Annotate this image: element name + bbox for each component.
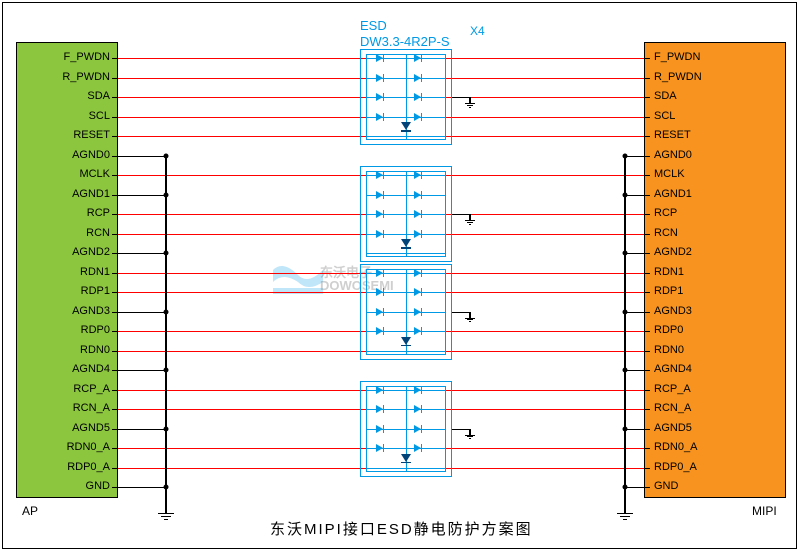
pin-tick <box>644 58 650 59</box>
pin-label-left: AGND2 <box>46 246 110 258</box>
pin-label-left: RDN0 <box>46 344 110 356</box>
pin-label-right: AGND2 <box>654 246 692 258</box>
pin-label-left: AGND4 <box>46 363 110 375</box>
ap-label: AP <box>22 504 38 518</box>
pin-label-left: RESET <box>46 129 110 141</box>
watermark-logo <box>268 250 328 320</box>
pin-label-left: SDA <box>46 90 110 102</box>
gnd-stub <box>625 253 644 254</box>
mipi-label: MIPI <box>752 504 777 518</box>
pin-label-right: AGND1 <box>654 188 692 200</box>
pin-label-right: AGND0 <box>654 149 692 161</box>
gnd-stub <box>625 156 644 157</box>
pin-tick <box>644 292 650 293</box>
pin-label-left: RCN <box>46 227 110 239</box>
pin-tick <box>644 409 650 410</box>
esd-part: DW3.3-4R2P-S <box>360 34 450 49</box>
pin-tick <box>644 370 650 371</box>
pin-label-left: MCLK <box>46 168 110 180</box>
pin-tick <box>644 214 650 215</box>
pin-label-left: RDN1 <box>46 266 110 278</box>
pin-tick <box>644 253 650 254</box>
pin-label-right: GND <box>654 480 678 492</box>
pin-label-left: RCP <box>46 207 110 219</box>
esd-count: X4 <box>470 24 485 38</box>
pin-tick <box>644 97 650 98</box>
gnd-stub <box>118 312 166 313</box>
pin-label-left: RDN0_A <box>46 441 110 453</box>
pin-tick <box>644 312 650 313</box>
gnd-stub <box>625 312 644 313</box>
pin-label-right: RESET <box>654 129 691 141</box>
pin-tick <box>644 487 650 488</box>
diagram-title: 东沃MIPI接口ESD静电防护方案图 <box>270 518 533 539</box>
pin-tick <box>644 331 650 332</box>
gnd-stub <box>118 156 166 157</box>
pin-label-left: AGND3 <box>46 305 110 317</box>
gnd-stub <box>118 195 166 196</box>
gnd-stub <box>118 370 166 371</box>
pin-label-right: AGND4 <box>654 363 692 375</box>
pin-label-right: R_PWDN <box>654 71 702 83</box>
pin-label-right: MCLK <box>654 168 685 180</box>
pin-label-left: RDP0_A <box>46 461 110 473</box>
pin-label-left: SCL <box>46 110 110 122</box>
pin-tick <box>644 195 650 196</box>
pin-tick <box>644 175 650 176</box>
gnd-bus-right <box>624 156 625 514</box>
gnd-stub <box>118 253 166 254</box>
pin-label-right: RCN_A <box>654 402 691 414</box>
pin-tick <box>644 448 650 449</box>
pin-tick <box>644 468 650 469</box>
pin-label-right: SDA <box>654 90 677 102</box>
pin-label-left: RDP0 <box>46 324 110 336</box>
pin-label-left: AGND0 <box>46 149 110 161</box>
pin-label-right: RDP0_A <box>654 461 697 473</box>
pin-label-left: RCN_A <box>46 402 110 414</box>
pin-label-right: SCL <box>654 110 675 122</box>
pin-label-right: RDN1 <box>654 266 684 278</box>
pin-tick <box>644 78 650 79</box>
pin-tick <box>644 390 650 391</box>
pin-tick <box>644 234 650 235</box>
pin-label-right: RDP1 <box>654 285 683 297</box>
pin-label-left: GND <box>46 480 110 492</box>
pin-tick <box>644 273 650 274</box>
pin-label-right: AGND3 <box>654 305 692 317</box>
gnd-stub <box>625 370 644 371</box>
pin-label-left: RDP1 <box>46 285 110 297</box>
gnd-stub <box>118 487 166 488</box>
gnd-stub <box>625 429 644 430</box>
pin-label-right: RDP0 <box>654 324 683 336</box>
pin-label-right: AGND5 <box>654 422 692 434</box>
esd-title: ESD <box>360 18 387 33</box>
pin-label-right: RDN0_A <box>654 441 697 453</box>
pin-label-left: R_PWDN <box>46 71 110 83</box>
pin-label-right: RCP_A <box>654 383 691 395</box>
gnd-stub <box>625 195 644 196</box>
gnd-stub <box>118 429 166 430</box>
pin-tick <box>644 429 650 430</box>
pin-tick <box>644 117 650 118</box>
pin-label-right: RCP <box>654 207 677 219</box>
pin-label-right: RCN <box>654 227 678 239</box>
pin-tick <box>644 156 650 157</box>
gnd-bus-left <box>165 156 166 514</box>
pin-tick <box>644 136 650 137</box>
pin-label-right: F_PWDN <box>654 51 700 63</box>
pin-label-left: AGND1 <box>46 188 110 200</box>
pin-label-left: AGND5 <box>46 422 110 434</box>
pin-tick <box>644 351 650 352</box>
pin-label-left: F_PWDN <box>46 51 110 63</box>
gnd-stub <box>625 487 644 488</box>
pin-label-left: RCP_A <box>46 383 110 395</box>
pin-label-right: RDN0 <box>654 344 684 356</box>
